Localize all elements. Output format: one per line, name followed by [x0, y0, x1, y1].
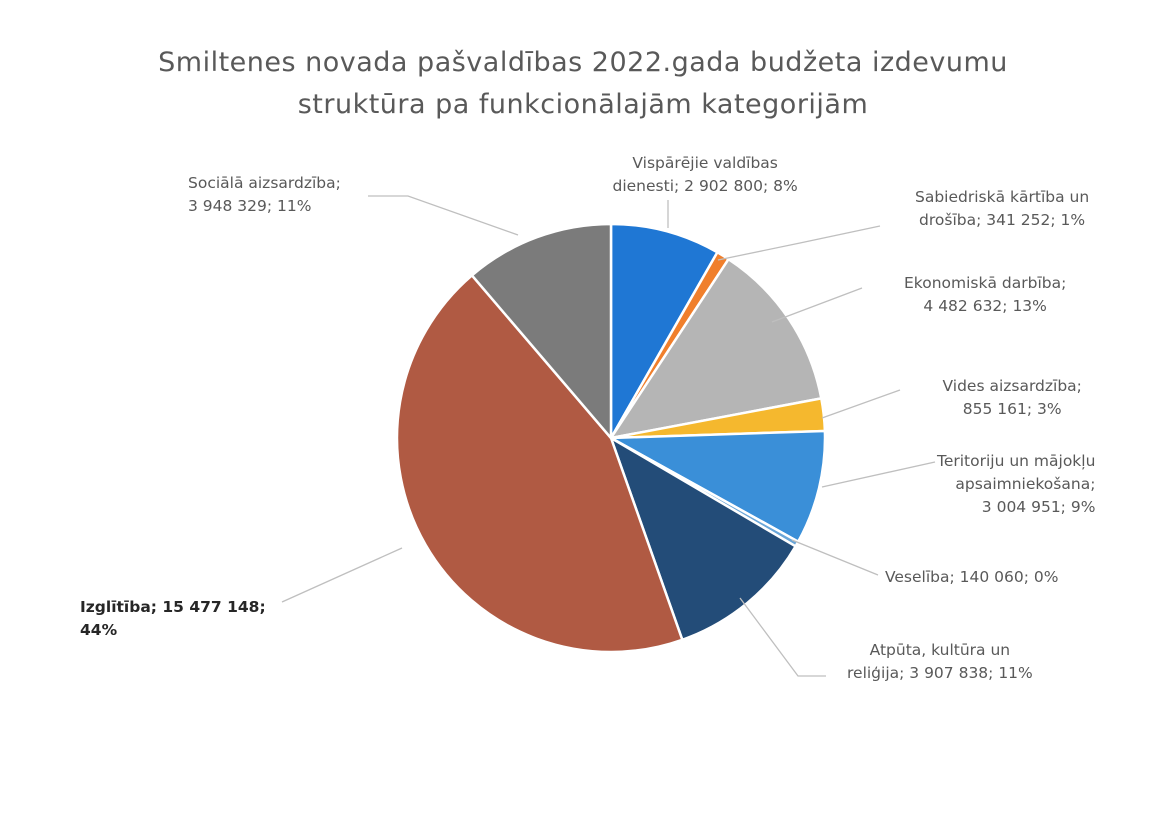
data-label-4-line-2: 855 161; 3% [962, 400, 1062, 418]
data-label-1-line-1: Vispārējie valdības [632, 154, 778, 172]
data-label-3-line-1: Ekonomiskā darbība; [904, 274, 1067, 292]
data-label-8-line-2: 44% [80, 621, 118, 639]
pie-slice-3 [609, 257, 823, 440]
data-label-4-line-1: Vides aizsardzība; [942, 377, 1082, 395]
data-label-8-line-1: Izglītība; 15 477 148; [80, 598, 266, 616]
leader-line-9 [368, 195, 519, 236]
data-label-7-line-1: Atpūta, kultūra un [869, 641, 1011, 659]
data-label-1: Vispārējie valdības dienesti; 2 902 800; … [613, 152, 798, 198]
data-label-6-line-1: Veselība; 140 060; 0% [885, 568, 1059, 586]
data-label-7-line-2: reliģija; 3 907 838; 11% [847, 664, 1033, 682]
chart-title: Smiltenes novada pašvaldības 2022.gada b… [0, 42, 1166, 126]
leader-lines [281, 195, 936, 677]
leader-line-5 [821, 461, 936, 488]
data-label-9: Sociālā aizsardzība; 3 948 329; 11% [188, 172, 341, 218]
data-label-2-line-1: Sabiedriskā kārtība un [915, 188, 1090, 206]
data-label-1-line-2: dienesti; 2 902 800; 8% [612, 177, 798, 195]
data-label-9-line-1: Sociālā aizsardzība; [188, 174, 341, 192]
data-label-7: Atpūta, kultūra un reliģija; 3 907 838; 1… [847, 639, 1033, 685]
pie-slice-1 [609, 222, 719, 440]
pie-slice-8 [395, 274, 684, 654]
data-label-6: Veselība; 140 060; 0% [885, 566, 1058, 589]
leader-line-6 [791, 539, 879, 576]
data-label-2-line-2: drošība; 341 252; 1% [919, 211, 1086, 229]
pie-slice-7 [609, 436, 797, 642]
leader-line-3 [771, 287, 863, 323]
data-label-4: Vides aizsardzība; 855 161; 3% [943, 375, 1082, 421]
leader-line-8 [281, 547, 403, 603]
pie-slice-9 [470, 222, 613, 440]
data-label-2: Sabiedriskā kārtība un drošība; 341 252; … [915, 186, 1089, 232]
data-label-8: Izglītība; 15 477 148; 44% [80, 596, 266, 642]
leader-line-7 [739, 597, 826, 677]
pie-slices [395, 222, 827, 654]
data-label-3: Ekonomiskā darbība; 4 482 632; 13% [904, 272, 1066, 318]
data-label-5: Teritoriju un mājokļu apsaimniekošana; 3 0… [937, 450, 1095, 519]
data-label-5-line-3: 3 004 951; 9% [981, 498, 1096, 516]
chart-title-line-1: Smiltenes novada pašvaldības 2022.gada b… [158, 47, 1008, 78]
data-label-3-line-2: 4 482 632; 13% [923, 297, 1047, 315]
data-label-9-line-2: 3 948 329; 11% [188, 197, 312, 215]
data-label-5-line-1: Teritoriju un mājokļu [937, 452, 1096, 470]
leader-line-2 [717, 225, 881, 261]
data-label-5-line-2: apsaimniekošana; [955, 475, 1096, 493]
pie-slice-5 [609, 429, 827, 543]
chart-title-line-2: struktūra pa funkcionālajām kategorijām [297, 89, 869, 120]
leader-line-4 [821, 389, 901, 419]
